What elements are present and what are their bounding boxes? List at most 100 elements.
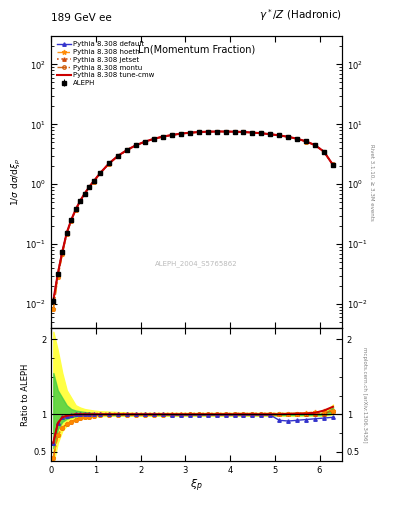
Pythia 8.308 tune-cmw xyxy=(60,249,64,255)
Pythia 8.308 tune-cmw xyxy=(331,162,335,168)
Pythia 8.308 hoeth xyxy=(169,132,174,138)
Pythia 8.308 tune-cmw xyxy=(286,134,290,140)
Pythia 8.308 jetset xyxy=(295,136,299,142)
Pythia 8.308 default xyxy=(73,206,78,212)
Line: Pythia 8.308 default: Pythia 8.308 default xyxy=(51,130,335,302)
Pythia 8.308 hoeth xyxy=(64,231,69,237)
Pythia 8.308 default xyxy=(214,129,219,135)
Pythia 8.308 default xyxy=(286,134,290,140)
Pythia 8.308 tune-cmw xyxy=(268,131,273,137)
Pythia 8.308 montu xyxy=(196,129,201,135)
Pythia 8.308 jetset xyxy=(60,248,64,254)
Pythia 8.308 default xyxy=(187,130,192,136)
Pythia 8.308 montu xyxy=(64,231,69,237)
Pythia 8.308 jetset xyxy=(250,130,255,136)
Pythia 8.308 montu xyxy=(178,131,183,137)
Line: Pythia 8.308 jetset: Pythia 8.308 jetset xyxy=(51,130,335,302)
Pythia 8.308 jetset xyxy=(187,130,192,136)
Pythia 8.308 montu xyxy=(82,191,87,197)
Pythia 8.308 tune-cmw xyxy=(295,136,299,142)
Pythia 8.308 default xyxy=(196,129,201,135)
Pythia 8.308 jetset xyxy=(331,162,335,168)
Pythia 8.308 default xyxy=(250,130,255,136)
Pythia 8.308 montu xyxy=(152,136,156,142)
Pythia 8.308 hoeth xyxy=(259,131,264,137)
Pythia 8.308 default xyxy=(313,142,318,148)
Pythia 8.308 hoeth xyxy=(232,129,237,135)
Pythia 8.308 default xyxy=(169,132,174,138)
Pythia 8.308 jetset xyxy=(178,131,183,137)
Pythia 8.308 tune-cmw xyxy=(214,129,219,135)
Pythia 8.308 montu xyxy=(143,139,147,145)
Pythia 8.308 jetset xyxy=(78,198,83,204)
Pythia 8.308 tune-cmw xyxy=(250,130,255,136)
Pythia 8.308 montu xyxy=(241,129,246,135)
Pythia 8.308 tune-cmw xyxy=(82,190,87,197)
Pythia 8.308 montu xyxy=(55,274,60,281)
Pythia 8.308 hoeth xyxy=(304,138,309,144)
Line: Pythia 8.308 montu: Pythia 8.308 montu xyxy=(51,130,335,311)
Pythia 8.308 default xyxy=(152,136,156,142)
Pythia 8.308 default xyxy=(82,190,87,197)
Pythia 8.308 hoeth xyxy=(87,184,92,190)
Pythia 8.308 hoeth xyxy=(82,191,87,197)
Pythia 8.308 montu xyxy=(87,184,92,190)
Pythia 8.308 montu xyxy=(313,142,318,148)
Pythia 8.308 tune-cmw xyxy=(64,230,69,236)
Pythia 8.308 tune-cmw xyxy=(107,160,112,166)
Pythia 8.308 jetset xyxy=(87,184,92,190)
Pythia 8.308 jetset xyxy=(321,148,326,155)
Pythia 8.308 default xyxy=(178,131,183,137)
Y-axis label: Ratio to ALEPH: Ratio to ALEPH xyxy=(21,363,30,425)
Pythia 8.308 tune-cmw xyxy=(205,129,210,135)
Pythia 8.308 montu xyxy=(214,129,219,135)
Pythia 8.308 default xyxy=(125,147,130,153)
Pythia 8.308 jetset xyxy=(205,129,210,135)
Pythia 8.308 hoeth xyxy=(73,207,78,213)
Pythia 8.308 jetset xyxy=(107,160,112,166)
Pythia 8.308 hoeth xyxy=(60,251,64,258)
Text: 189 GeV ee: 189 GeV ee xyxy=(51,13,112,23)
Pythia 8.308 jetset xyxy=(313,142,318,148)
Pythia 8.308 jetset xyxy=(277,132,282,138)
Pythia 8.308 default xyxy=(241,129,246,135)
Pythia 8.308 hoeth xyxy=(51,306,56,312)
Pythia 8.308 hoeth xyxy=(268,131,273,137)
Pythia 8.308 montu xyxy=(268,131,273,137)
Pythia 8.308 jetset xyxy=(196,129,201,135)
Pythia 8.308 montu xyxy=(223,129,228,135)
Pythia 8.308 hoeth xyxy=(250,130,255,136)
Pythia 8.308 tune-cmw xyxy=(98,170,103,176)
Y-axis label: Rivet 3.1.10, ≥ 3.3M events: Rivet 3.1.10, ≥ 3.3M events xyxy=(369,143,375,220)
Pythia 8.308 jetset xyxy=(169,132,174,138)
Pythia 8.308 default xyxy=(51,297,56,304)
Pythia 8.308 jetset xyxy=(55,270,60,276)
Pythia 8.308 montu xyxy=(187,130,192,136)
Pythia 8.308 hoeth xyxy=(134,142,138,148)
Legend: Pythia 8.308 default, Pythia 8.308 hoeth, Pythia 8.308 jetset, Pythia 8.308 mont: Pythia 8.308 default, Pythia 8.308 hoeth… xyxy=(55,39,157,88)
Pythia 8.308 hoeth xyxy=(161,134,165,140)
Pythia 8.308 default xyxy=(87,184,92,190)
Pythia 8.308 jetset xyxy=(134,142,138,148)
Pythia 8.308 default xyxy=(331,162,335,168)
Pythia 8.308 tune-cmw xyxy=(223,129,228,135)
Pythia 8.308 default xyxy=(91,178,96,184)
Pythia 8.308 default xyxy=(205,129,210,135)
Pythia 8.308 tune-cmw xyxy=(196,129,201,135)
Pythia 8.308 tune-cmw xyxy=(304,138,309,144)
Pythia 8.308 jetset xyxy=(69,217,73,223)
Pythia 8.308 default xyxy=(64,230,69,236)
Pythia 8.308 tune-cmw xyxy=(259,130,264,136)
Pythia 8.308 default xyxy=(295,136,299,142)
Pythia 8.308 jetset xyxy=(116,153,121,159)
Pythia 8.308 hoeth xyxy=(295,136,299,142)
Pythia 8.308 tune-cmw xyxy=(91,178,96,184)
Pythia 8.308 tune-cmw xyxy=(321,148,326,155)
Pythia 8.308 hoeth xyxy=(241,129,246,135)
Pythia 8.308 hoeth xyxy=(143,139,147,145)
Pythia 8.308 montu xyxy=(51,306,56,312)
Pythia 8.308 hoeth xyxy=(187,130,192,136)
Pythia 8.308 montu xyxy=(91,179,96,185)
Pythia 8.308 hoeth xyxy=(116,153,121,159)
Pythia 8.308 montu xyxy=(232,129,237,135)
